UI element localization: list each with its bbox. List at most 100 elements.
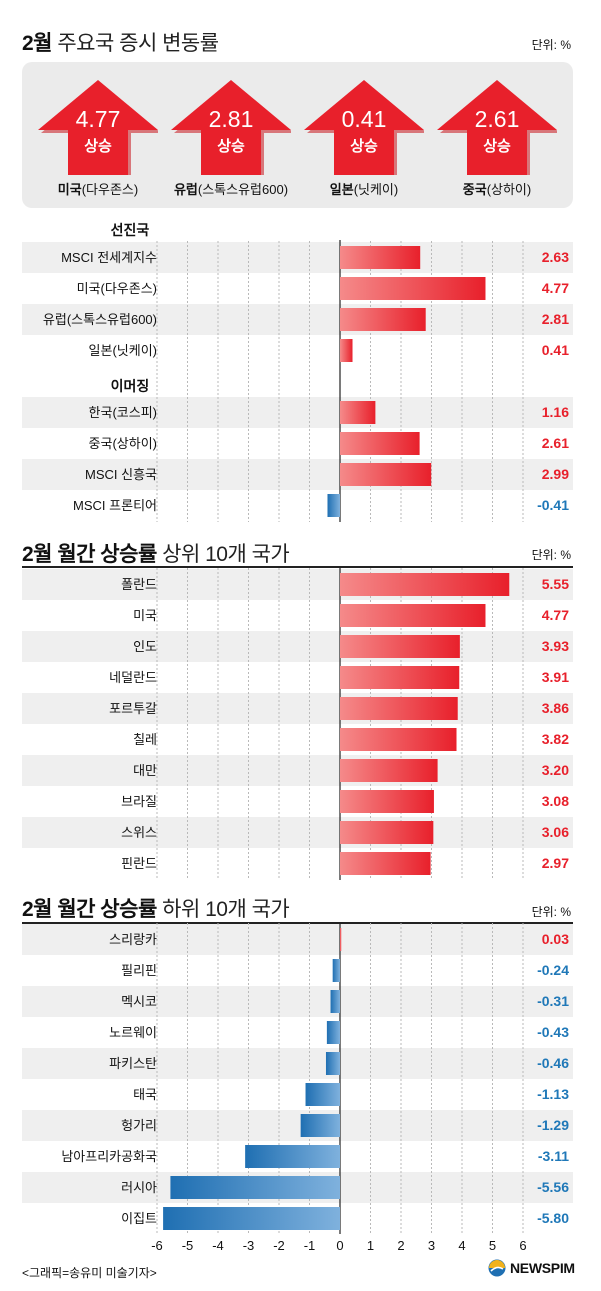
bar bbox=[163, 1207, 340, 1230]
category-label: 유럽(스톡스유럽600) bbox=[43, 312, 157, 327]
row-shade bbox=[22, 1172, 573, 1203]
bar bbox=[170, 1176, 340, 1199]
section1-title: 2월 주요국 증시 변동률 bbox=[22, 27, 219, 57]
summary-label: 중국(상하이) bbox=[462, 182, 532, 197]
bar bbox=[340, 401, 376, 424]
bar bbox=[325, 1052, 340, 1075]
category-label: MSCI 전세계지수 bbox=[61, 250, 157, 265]
summary-label: 유럽(스톡스유럽600) bbox=[173, 182, 289, 197]
category-label: 중국(상하이) bbox=[89, 436, 157, 451]
bar bbox=[340, 697, 458, 720]
category-label: 이집트 bbox=[121, 1211, 157, 1226]
row-shade bbox=[22, 631, 573, 662]
value-label: -3.11 bbox=[538, 1148, 569, 1164]
category-label: 미국(다우존스) bbox=[77, 281, 157, 296]
summary-arrow-0: 4.77 상승 미국(다우존스) bbox=[38, 80, 158, 205]
row-shade bbox=[22, 986, 573, 1017]
value-label: 3.86 bbox=[542, 700, 569, 716]
category-label: 스위스 bbox=[121, 825, 157, 840]
value-label: 0.41 bbox=[542, 342, 569, 358]
summary-value: 2.81 bbox=[208, 106, 254, 132]
category-label: 포르투갈 bbox=[109, 701, 157, 716]
value-label: 4.77 bbox=[542, 280, 569, 296]
category-label: 헝가리 bbox=[121, 1118, 157, 1133]
row-shade bbox=[22, 693, 573, 724]
bar bbox=[340, 308, 426, 331]
value-label: 2.97 bbox=[542, 855, 569, 871]
bar bbox=[340, 604, 486, 627]
category-label: 멕시코 bbox=[121, 994, 157, 1009]
section2-title: 2월 월간 상승률 상위 10개 국가 bbox=[22, 538, 290, 568]
category-label: 한국(코스피) bbox=[89, 405, 157, 420]
group-label-developed: 선진국 bbox=[110, 222, 150, 238]
category-label: 인도 bbox=[133, 639, 157, 654]
bar bbox=[326, 1021, 340, 1044]
section2-unit: 단위: % bbox=[531, 548, 571, 562]
x-tick-label: 6 bbox=[519, 1238, 526, 1253]
x-tick-label: -2 bbox=[273, 1238, 285, 1253]
category-label: 파키스탄 bbox=[109, 1056, 157, 1071]
bar bbox=[332, 959, 340, 982]
summary-status: 상승 bbox=[217, 138, 245, 155]
bar bbox=[340, 635, 460, 658]
row-shade bbox=[22, 569, 573, 600]
x-tick-label: 4 bbox=[458, 1238, 465, 1253]
row-shade bbox=[22, 924, 573, 955]
group-label-emerging: 이머징 bbox=[110, 378, 150, 394]
summary-label: 일본(닛케이) bbox=[329, 182, 399, 197]
section3-title-rest: 하위 10개 국가 bbox=[162, 898, 290, 921]
category-label: MSCI 프론티어 bbox=[73, 498, 157, 513]
up-arrow-icon bbox=[38, 80, 158, 175]
category-label: 남아프리카공화국 bbox=[61, 1149, 157, 1164]
x-tick-label: 5 bbox=[489, 1238, 496, 1253]
value-label: -5.56 bbox=[537, 1179, 569, 1195]
value-label: -5.80 bbox=[537, 1210, 569, 1226]
category-label: 핀란드 bbox=[121, 856, 157, 871]
section3-divider bbox=[22, 922, 573, 924]
section1-title-bold: 2월 bbox=[22, 32, 53, 55]
x-tick-label: 2 bbox=[397, 1238, 404, 1253]
category-label: 칠레 bbox=[133, 732, 157, 747]
bar bbox=[340, 246, 421, 269]
category-label: 러시아 bbox=[121, 1180, 157, 1195]
section1-unit: 단위: % bbox=[531, 38, 571, 52]
bar bbox=[245, 1145, 340, 1168]
x-tick-label: -6 bbox=[151, 1238, 163, 1253]
row-shade bbox=[22, 459, 573, 490]
summary-status: 상승 bbox=[84, 138, 112, 155]
value-label: 5.55 bbox=[542, 576, 569, 592]
value-label: -0.43 bbox=[537, 1024, 569, 1040]
bar bbox=[340, 573, 510, 596]
value-label: 2.63 bbox=[542, 249, 569, 265]
section2-divider bbox=[22, 566, 573, 568]
value-label: 3.93 bbox=[542, 638, 569, 654]
x-tick-label: 0 bbox=[336, 1238, 343, 1253]
bar bbox=[340, 759, 438, 782]
bar bbox=[340, 928, 342, 951]
bar bbox=[340, 277, 486, 300]
summary-status: 상승 bbox=[350, 138, 378, 155]
x-tick-label: -5 bbox=[182, 1238, 194, 1253]
row-shade bbox=[22, 304, 573, 335]
value-label: -0.24 bbox=[537, 962, 569, 978]
summary-value: 0.41 bbox=[341, 106, 387, 132]
up-arrow-icon bbox=[437, 80, 557, 175]
value-label: 4.77 bbox=[542, 607, 569, 623]
value-label: 3.08 bbox=[542, 793, 569, 809]
value-label: -0.46 bbox=[537, 1055, 569, 1071]
value-label: 1.16 bbox=[542, 404, 569, 420]
row-shade bbox=[22, 397, 573, 428]
bar bbox=[305, 1083, 340, 1106]
x-tick-label: -1 bbox=[304, 1238, 316, 1253]
category-label: 대만 bbox=[133, 763, 157, 778]
category-label: 스리랑카 bbox=[109, 932, 157, 947]
value-label: 3.06 bbox=[542, 824, 569, 840]
category-label: 태국 bbox=[133, 1087, 157, 1102]
x-tick-label: -4 bbox=[212, 1238, 224, 1253]
value-label: -0.41 bbox=[537, 497, 569, 513]
summary-label: 미국(다우존스) bbox=[57, 182, 139, 197]
category-label: MSCI 신흥국 bbox=[85, 467, 157, 482]
bar bbox=[327, 494, 340, 517]
section2-title-bold: 2월 월간 상승률 bbox=[22, 543, 157, 566]
